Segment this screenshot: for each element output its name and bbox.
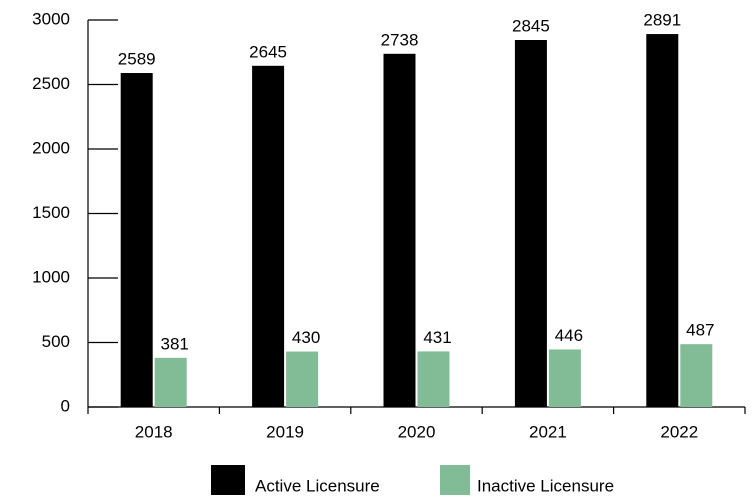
y-tick-label: 1000 (32, 267, 70, 286)
data-label: 2891 (643, 11, 681, 30)
bar (120, 73, 153, 408)
legend-label: Inactive Licensure (477, 476, 614, 495)
data-label: 2645 (249, 42, 287, 61)
data-label: 446 (555, 326, 583, 345)
legend-label: Active Licensure (255, 476, 380, 495)
bar (417, 351, 450, 407)
bar (680, 344, 713, 407)
y-tick-label: 3000 (32, 9, 70, 28)
bar (252, 65, 285, 408)
data-label: 2738 (381, 30, 419, 49)
bar (154, 357, 187, 407)
bar (383, 53, 416, 407)
x-tick-label: 2020 (398, 422, 436, 441)
x-tick-label: 2018 (135, 422, 173, 441)
legend-swatch (440, 465, 470, 495)
x-tick-label: 2019 (266, 422, 304, 441)
y-tick-label: 0 (61, 396, 70, 415)
data-label: 430 (292, 328, 320, 347)
bar (286, 351, 319, 407)
x-tick-label: 2022 (660, 422, 698, 441)
legend-swatch (211, 465, 245, 495)
data-label: 487 (686, 321, 714, 340)
y-tick-label: 500 (42, 332, 70, 351)
bar (548, 349, 581, 407)
y-tick-label: 2500 (32, 74, 70, 93)
data-label: 2845 (512, 16, 550, 35)
data-label: 2589 (118, 50, 156, 69)
y-tick-label: 2000 (32, 138, 70, 157)
x-tick-label: 2021 (529, 422, 567, 441)
bar (514, 39, 547, 408)
y-tick-label: 1500 (32, 203, 70, 222)
data-label: 431 (423, 328, 451, 347)
bar (646, 34, 679, 407)
data-label: 381 (161, 334, 189, 353)
